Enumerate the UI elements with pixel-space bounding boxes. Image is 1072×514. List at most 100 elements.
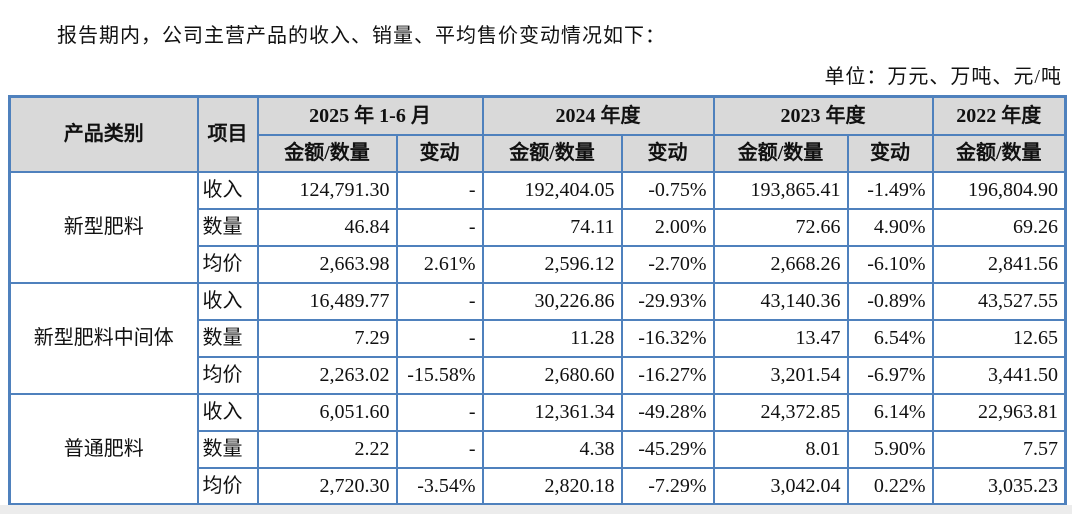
item-cell: 均价 <box>196 466 259 506</box>
value-cell: 43,527.55 <box>931 281 1067 321</box>
value-cell: -6.10% <box>846 244 934 284</box>
value-cell: 2.22 <box>256 429 398 469</box>
header-product-category: 产品类别 <box>8 95 199 173</box>
value-cell: 2,668.26 <box>712 244 849 284</box>
item-cell: 均价 <box>196 355 259 395</box>
category-cell: 新型肥料 <box>8 170 199 284</box>
header-2025-amount: 金额/数量 <box>256 133 398 173</box>
value-cell: 8.01 <box>712 429 849 469</box>
value-cell: 2,263.02 <box>256 355 398 395</box>
value-cell: 2.61% <box>395 244 484 284</box>
value-cell: 46.84 <box>256 207 398 247</box>
value-cell: 7.29 <box>256 318 398 358</box>
value-cell: - <box>395 170 484 210</box>
value-cell: 2,596.12 <box>481 244 623 284</box>
value-cell: -7.29% <box>620 466 715 506</box>
value-cell: -2.70% <box>620 244 715 284</box>
item-cell: 数量 <box>196 207 259 247</box>
value-cell: -0.75% <box>620 170 715 210</box>
value-cell: 22,963.81 <box>931 392 1067 432</box>
value-cell: -1.49% <box>846 170 934 210</box>
header-2024-amount: 金额/数量 <box>481 133 623 173</box>
header-item: 项目 <box>196 95 259 173</box>
value-cell: -0.89% <box>846 281 934 321</box>
value-cell: 74.11 <box>481 207 623 247</box>
value-cell: 72.66 <box>712 207 849 247</box>
value-cell: 3,042.04 <box>712 466 849 506</box>
table-row: 新型肥料 收入 124,791.30 - 192,404.05 -0.75% 1… <box>8 170 1067 284</box>
value-cell: 6.54% <box>846 318 934 358</box>
table-row: 均价 2,263.02 -15.58% 2,680.60 -16.27% 3,2… <box>10 355 1067 395</box>
value-cell: - <box>395 392 484 432</box>
value-cell: 193,865.41 <box>712 170 849 210</box>
value-cell: 12.65 <box>931 318 1067 358</box>
value-cell: 2,841.56 <box>931 244 1067 284</box>
value-cell: - <box>395 318 484 358</box>
value-cell: - <box>395 207 484 247</box>
header-2022-amount: 金额/数量 <box>931 133 1067 173</box>
item-cell: 数量 <box>196 429 259 469</box>
header-period-2022: 2022 年度 <box>931 95 1067 136</box>
value-cell: -49.28% <box>620 392 715 432</box>
value-cell: 196,804.90 <box>931 170 1067 210</box>
header-period-2023: 2023 年度 <box>712 95 934 136</box>
value-cell: 4.38 <box>481 429 623 469</box>
value-cell: -29.93% <box>620 281 715 321</box>
value-cell: 6,051.60 <box>256 392 398 432</box>
value-cell: 0.22% <box>846 466 934 506</box>
value-cell: 6.14% <box>846 392 934 432</box>
item-cell: 收入 <box>196 281 259 321</box>
value-cell: - <box>395 281 484 321</box>
table-row: 均价 2,720.30 -3.54% 2,820.18 -7.29% 3,042… <box>10 466 1067 506</box>
value-cell: 2,720.30 <box>256 466 398 506</box>
table-row: 数量 7.29 - 11.28 -16.32% 13.47 6.54% 12.6… <box>10 318 1067 358</box>
intro-paragraph: 报告期内，公司主营产品的收入、销量、平均售价变动情况如下： <box>57 25 666 47</box>
value-cell: 3,441.50 <box>931 355 1067 395</box>
value-cell: 5.90% <box>846 429 934 469</box>
product-metrics-table: 产品类别 项目 2025 年 1-6 月 2024 年度 2023 年度 202… <box>8 95 1068 506</box>
value-cell: 16,489.77 <box>256 281 398 321</box>
value-cell: -6.97% <box>846 355 934 395</box>
value-cell: 2,680.60 <box>481 355 623 395</box>
value-cell: 4.90% <box>846 207 934 247</box>
value-cell: - <box>395 429 484 469</box>
header-period-2025: 2025 年 1-6 月 <box>256 95 484 136</box>
header-period-2024: 2024 年度 <box>481 95 715 136</box>
value-cell: 30,226.86 <box>481 281 623 321</box>
value-cell: -3.54% <box>395 466 484 506</box>
header-2024-change: 变动 <box>620 133 715 173</box>
category-cell: 普通肥料 <box>8 392 199 506</box>
value-cell: 43,140.36 <box>712 281 849 321</box>
header-2023-amount: 金额/数量 <box>712 133 849 173</box>
table-row: 数量 2.22 - 4.38 -45.29% 8.01 5.90% 7.57 <box>10 429 1067 469</box>
header-2023-change: 变动 <box>846 133 934 173</box>
value-cell: 24,372.85 <box>712 392 849 432</box>
value-cell: 11.28 <box>481 318 623 358</box>
unit-note: 单位：万元、万吨、元/吨 <box>824 66 1062 88</box>
value-cell: 124,791.30 <box>256 170 398 210</box>
value-cell: 7.57 <box>931 429 1067 469</box>
value-cell: -16.27% <box>620 355 715 395</box>
value-cell: 13.47 <box>712 318 849 358</box>
value-cell: -15.58% <box>395 355 484 395</box>
bottom-edge-strip <box>0 505 1072 514</box>
value-cell: 12,361.34 <box>481 392 623 432</box>
value-cell: 2.00% <box>620 207 715 247</box>
value-cell: 2,820.18 <box>481 466 623 506</box>
table-row: 数量 46.84 - 74.11 2.00% 72.66 4.90% 69.26 <box>10 207 1067 247</box>
header-2025-change: 变动 <box>395 133 484 173</box>
value-cell: 2,663.98 <box>256 244 398 284</box>
item-cell: 收入 <box>196 170 259 210</box>
table-row: 普通肥料 收入 6,051.60 - 12,361.34 -49.28% 24,… <box>8 392 1067 506</box>
category-cell: 新型肥料中间体 <box>8 281 199 395</box>
value-cell: 3,201.54 <box>712 355 849 395</box>
value-cell: 69.26 <box>931 207 1067 247</box>
item-cell: 数量 <box>196 318 259 358</box>
value-cell: 192,404.05 <box>481 170 623 210</box>
value-cell: -16.32% <box>620 318 715 358</box>
table-row: 均价 2,663.98 2.61% 2,596.12 -2.70% 2,668.… <box>10 244 1067 284</box>
item-cell: 均价 <box>196 244 259 284</box>
value-cell: -45.29% <box>620 429 715 469</box>
item-cell: 收入 <box>196 392 259 432</box>
table-row: 新型肥料中间体 收入 16,489.77 - 30,226.86 -29.93%… <box>8 281 1067 395</box>
